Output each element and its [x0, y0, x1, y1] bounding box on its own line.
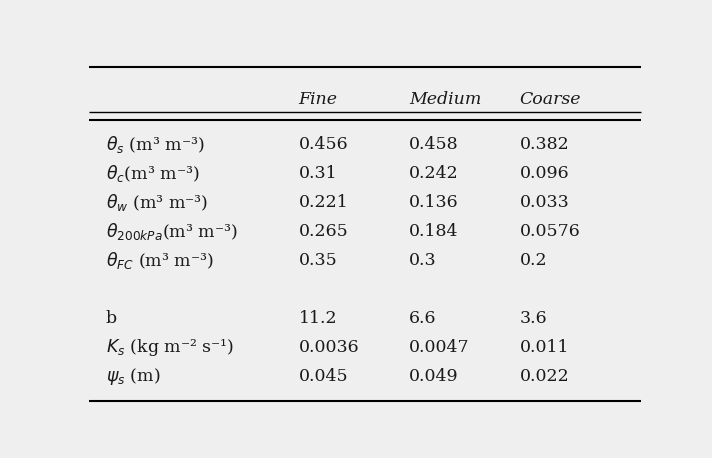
- Text: $\theta_{200kPa}$(m³ m⁻³): $\theta_{200kPa}$(m³ m⁻³): [105, 221, 238, 242]
- Text: 0.049: 0.049: [409, 368, 459, 385]
- Text: 0.456: 0.456: [299, 136, 348, 153]
- Text: 0.0576: 0.0576: [519, 223, 580, 240]
- Text: 6.6: 6.6: [409, 310, 436, 327]
- Text: 0.3: 0.3: [409, 252, 436, 269]
- Text: 0.045: 0.045: [299, 368, 348, 385]
- Text: b: b: [105, 310, 117, 327]
- Text: $\theta_s$ (m³ m⁻³): $\theta_s$ (m³ m⁻³): [105, 134, 204, 155]
- Text: 0.242: 0.242: [409, 165, 459, 182]
- Text: Medium: Medium: [409, 91, 481, 108]
- Text: $\theta_{FC}$ (m³ m⁻³): $\theta_{FC}$ (m³ m⁻³): [105, 250, 214, 271]
- Text: 0.382: 0.382: [519, 136, 569, 153]
- Text: 0.31: 0.31: [299, 165, 337, 182]
- Text: 0.265: 0.265: [299, 223, 348, 240]
- Text: Fine: Fine: [299, 91, 337, 108]
- Text: 0.35: 0.35: [299, 252, 337, 269]
- Text: $\theta_c$(m³ m⁻³): $\theta_c$(m³ m⁻³): [105, 164, 199, 184]
- Text: 0.221: 0.221: [299, 194, 348, 211]
- Text: 0.011: 0.011: [519, 339, 569, 356]
- Text: $K_s$ (kg m⁻² s⁻¹): $K_s$ (kg m⁻² s⁻¹): [105, 337, 234, 358]
- Text: 3.6: 3.6: [519, 310, 547, 327]
- Text: 0.022: 0.022: [519, 368, 569, 385]
- Text: 11.2: 11.2: [299, 310, 337, 327]
- Text: 0.096: 0.096: [519, 165, 569, 182]
- Text: 0.136: 0.136: [409, 194, 459, 211]
- Text: $\psi_s$ (m): $\psi_s$ (m): [105, 366, 160, 387]
- Text: 0.184: 0.184: [409, 223, 459, 240]
- Text: 0.2: 0.2: [519, 252, 547, 269]
- Text: 0.0036: 0.0036: [299, 339, 360, 356]
- Text: $\theta_w$ (m³ m⁻³): $\theta_w$ (m³ m⁻³): [105, 192, 208, 213]
- Text: Coarse: Coarse: [519, 91, 581, 108]
- Text: 0.033: 0.033: [519, 194, 569, 211]
- Text: 0.0047: 0.0047: [409, 339, 470, 356]
- Text: 0.458: 0.458: [409, 136, 459, 153]
